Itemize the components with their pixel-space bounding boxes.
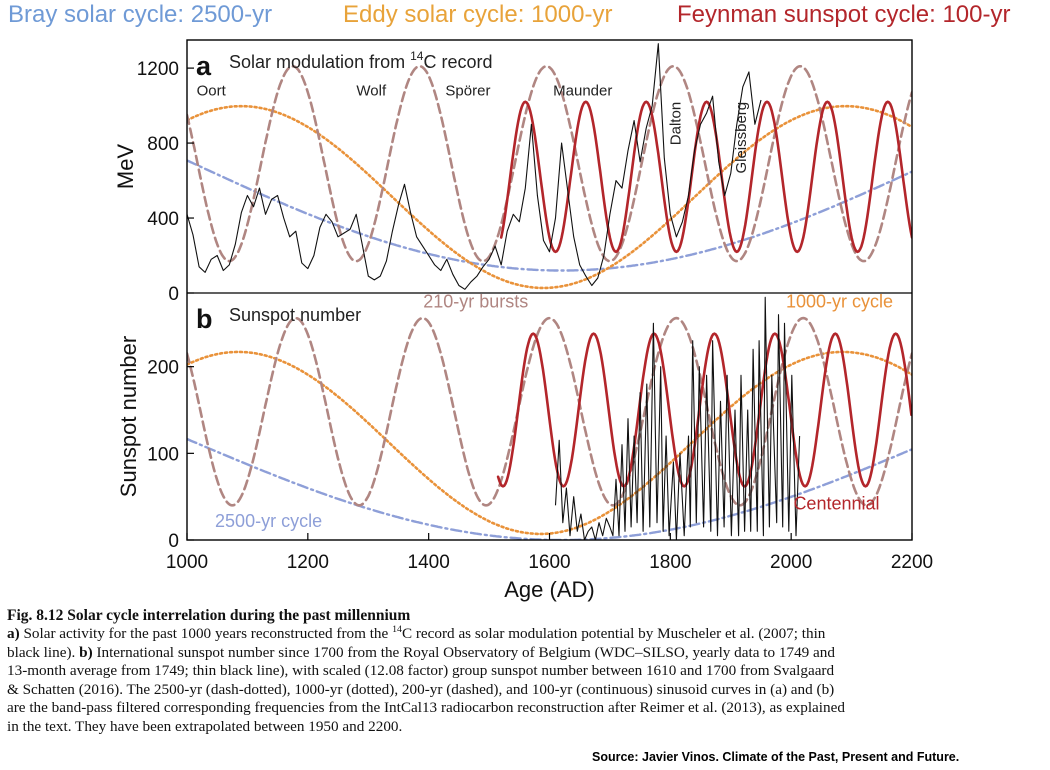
caption-b-marker: b) [79,643,93,661]
caption-line-2-pre: black line). [7,643,80,661]
caption-line-1: a) Solar activity for the past 1000 year… [7,623,1047,644]
panel-letter-a: a [196,51,212,81]
series-label-bray: 2500-yr cycle [215,511,322,531]
caption-a-marker: a) [7,625,20,642]
source-credit: Source: Javier Vinos. Climate of the Pas… [592,750,960,764]
y-tick-label-a: 800 [147,134,179,155]
caption-line-2-post: International sunspot number since 1700 … [92,643,835,661]
y-tick-label-b: 200 [147,358,179,379]
series-label-burst: 210-yr bursts [423,292,528,312]
caption-line-2: black line). b) International sunspot nu… [7,644,1047,663]
annotation-wolf: Wolf [356,82,387,99]
series-burst-cycle-b [187,316,912,507]
annotation-sp-rer: Spörer [445,82,490,99]
caption-line-1-post: C record as solar modulation potential b… [401,625,826,642]
x-tick-label: 2200 [891,552,933,573]
x-tick-label: 1000 [166,552,208,573]
y-tick-label-b: 100 [147,444,179,465]
annotation-maunder: Maunder [553,82,612,99]
panel-title-a: Solar modulation from 14C record [229,49,492,72]
panel-a-plot-area [187,43,912,290]
x-tick-label: 1800 [649,552,691,573]
header-bray-label: Bray solar cycle: 2500-yr [8,1,273,28]
header-eddy-label: Eddy solar cycle: 1000-yr [343,1,613,28]
series-label-feynman: Centennial [793,494,879,514]
x-tick-label: 1400 [408,552,450,573]
y-tick-label-a: 0 [168,284,179,305]
caption-line-3: 13-month average from 1749; thin black l… [7,662,835,679]
annotation-gleissberg: Gleissberg [733,102,750,174]
x-tick-label: 1600 [528,552,570,573]
caption-line-4: & Schatten (2016). The 2500-yr (dash-dot… [7,680,835,698]
y-axis-label-b: Sunspot number [116,336,141,497]
caption-line-1-pre: Solar activity for the past 1000 years r… [19,625,393,642]
series-bray-cycle-a [187,159,912,272]
annotation-dalton: Dalton [668,102,685,145]
caption-line-5: are the band-pass filtered corresponding… [7,699,845,716]
x-axis-label: Age (AD) [504,577,594,602]
series-burst-cycle-a [187,65,912,263]
series-label-eddy: 1000-yr cycle [786,292,893,312]
y-tick-label-a: 400 [147,209,179,230]
panel-title-text-a: Solar modulation from [229,52,410,72]
record-line-a [187,43,762,290]
header-feynman-label: Feynman sunspot cycle: 100-yr [677,1,1011,28]
panel-b-chart: Sunspot number b Sunspot number 210-yr burs… [116,292,912,540]
annotation-oort: Oort [197,82,227,99]
caption-line-1-sup: 14 [392,623,402,635]
y-axis-label-a: MeV [113,144,138,190]
x-tick-label: 1200 [287,552,329,573]
y-tick-label-a: 1200 [137,59,179,80]
panel-title-tail-a: C record [423,52,492,72]
caption-line-6: in the text. They have been extrapolated… [7,717,403,735]
panel-title-text-b: Sunspot number [229,305,361,325]
y-tick-label-b: 0 [168,531,179,552]
panel-letter-b: b [196,304,213,334]
series-eddy-cycle-a [187,104,912,290]
caption-title: Fig. 8.12 Solar cycle interrelation duri… [7,607,411,624]
record-line-b [554,296,801,540]
panel-title-b: Sunspot number [229,305,361,325]
series-feynman-cycle-a [499,100,912,254]
series-feynman-cycle-b [496,332,912,488]
x-tick-label: 2000 [770,552,812,573]
axes: 0 400 800 1200 0 100 200 1000 1200 1400 1600 1800 20… [137,59,933,602]
panel-title-sup-a: 14 [410,49,424,63]
